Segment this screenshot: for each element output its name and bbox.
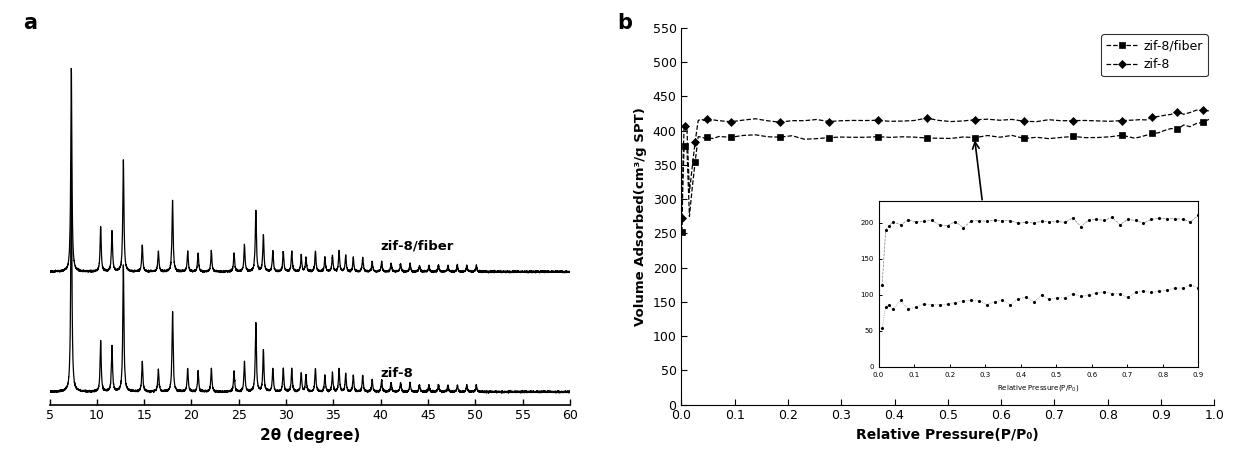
zif-8/fiber — [724, 134, 738, 140]
zif-8 — [1151, 113, 1166, 119]
zif-8 — [1189, 107, 1204, 113]
zif-8 — [1202, 108, 1217, 113]
zif-8/fiber — [679, 141, 694, 147]
zif-8/fiber — [1202, 117, 1217, 122]
zif-8 — [724, 119, 738, 125]
Text: b: b — [617, 13, 633, 33]
X-axis label: 2θ (degree): 2θ (degree) — [260, 428, 359, 443]
Line: zif-8/fiber: zif-8/fiber — [679, 117, 1212, 234]
Text: a: a — [24, 13, 37, 33]
zif-8 — [674, 215, 689, 221]
zif-8/fiber — [980, 133, 995, 138]
zif-8/fiber — [674, 229, 689, 234]
X-axis label: Relative Pressure(P/P₀): Relative Pressure(P/P₀) — [856, 428, 1040, 442]
zif-8 — [700, 116, 715, 121]
Legend: zif-8/fiber, zif-8: zif-8/fiber, zif-8 — [1101, 34, 1208, 76]
zif-8 — [980, 116, 995, 122]
zif-8/fiber — [1151, 130, 1166, 136]
zif-8/fiber — [700, 134, 715, 140]
zif-8 — [679, 122, 694, 127]
Text: zif-8: zif-8 — [380, 367, 414, 380]
Line: zif-8: zif-8 — [679, 107, 1212, 221]
zif-8/fiber — [1196, 120, 1211, 125]
Text: zif-8/fiber: zif-8/fiber — [380, 240, 453, 253]
Y-axis label: Volume Adsorbed(cm³/g SPT): Volume Adsorbed(cm³/g SPT) — [634, 107, 647, 326]
zif-8 — [895, 118, 909, 124]
